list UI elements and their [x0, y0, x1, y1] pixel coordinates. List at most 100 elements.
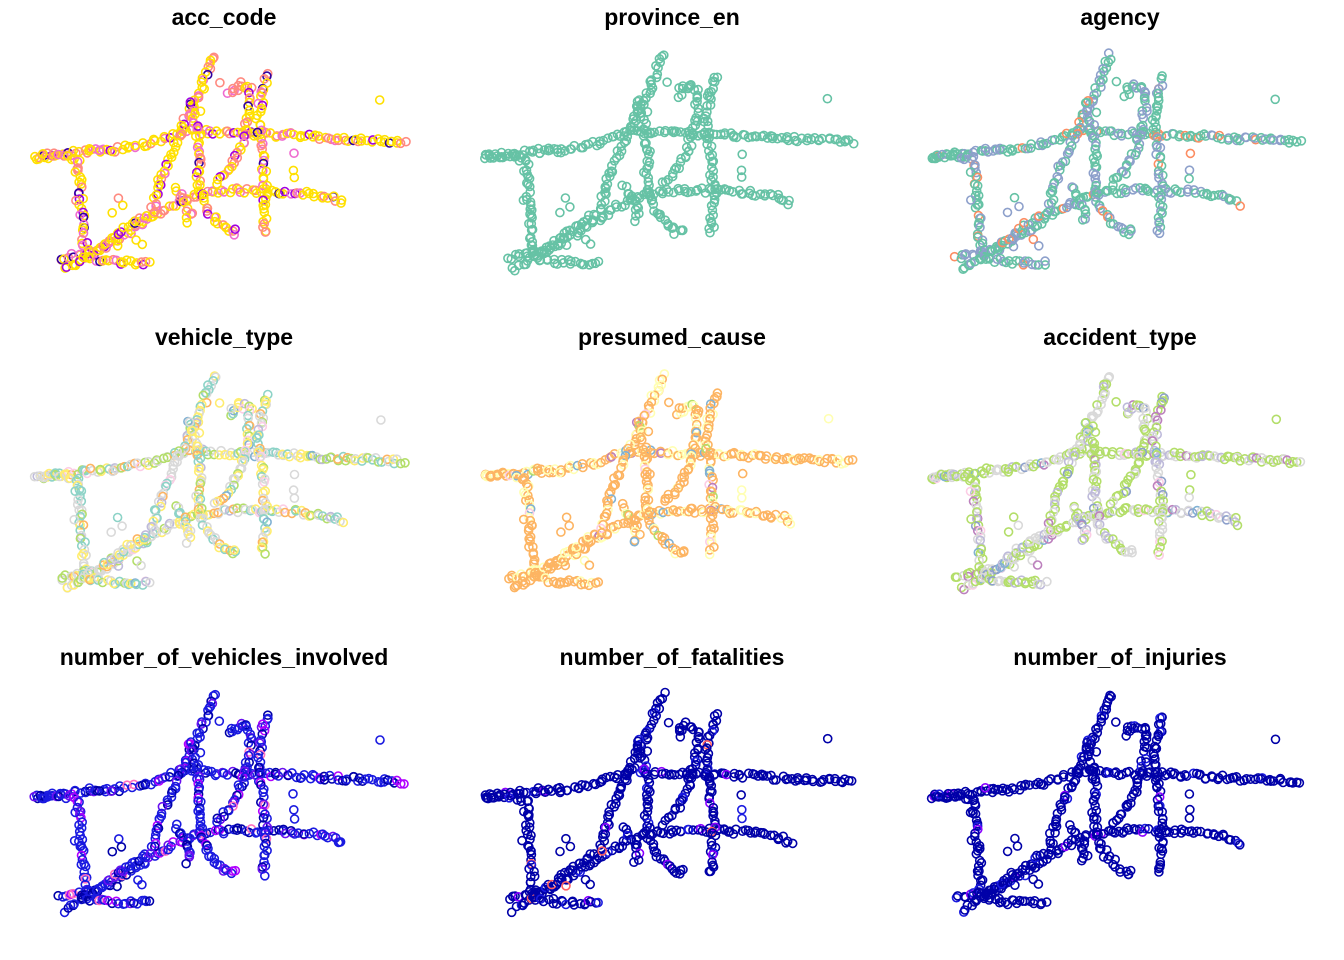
accident-points: [479, 50, 859, 276]
accident-point: [1184, 173, 1194, 184]
accident-point: [489, 792, 500, 803]
accident-point: [584, 560, 595, 570]
accident-point: [1207, 772, 1218, 782]
accident-point: [107, 466, 118, 477]
accident-point: [639, 764, 649, 774]
accident-point: [520, 578, 531, 588]
accident-point: [1121, 801, 1132, 811]
accident-point: [565, 202, 575, 212]
accident-point: [1213, 190, 1224, 200]
accident-point: [973, 861, 984, 871]
accident-point: [772, 133, 783, 144]
accident-point: [149, 207, 160, 217]
accident-point: [1156, 73, 1167, 84]
accident-point: [1064, 199, 1075, 210]
accident-point: [214, 398, 225, 408]
accident-point: [1291, 137, 1302, 147]
panel-title: vehicle_type: [154, 324, 294, 350]
accident-point: [823, 413, 834, 424]
accident-point: [965, 486, 976, 497]
accident-point: [1037, 140, 1048, 151]
accident-point: [150, 841, 160, 852]
accident-point: [526, 200, 536, 210]
accident-point: [1051, 821, 1062, 832]
accident-point: [229, 230, 239, 240]
accident-point: [1147, 115, 1158, 125]
accident-point: [648, 199, 659, 209]
accident-point: [240, 772, 250, 782]
accident-point: [193, 778, 203, 789]
accident-points: [927, 48, 1307, 275]
accident-point: [684, 82, 694, 92]
accident-point: [74, 177, 84, 187]
accident-point: [706, 486, 717, 497]
accident-point: [1122, 402, 1133, 412]
accident-point: [692, 754, 703, 765]
accident-point: [1096, 838, 1106, 849]
accident-point: [1008, 241, 1019, 252]
accident-point: [1030, 260, 1041, 270]
accident-point: [597, 846, 607, 856]
accident-point: [1042, 576, 1052, 587]
accident-point: [131, 258, 142, 268]
accident-point: [94, 786, 105, 796]
accident-point: [615, 784, 626, 794]
accident-point: [1121, 169, 1131, 179]
accident-point: [232, 825, 242, 835]
accident-point: [1186, 826, 1197, 836]
accident-point: [71, 195, 81, 206]
accident-point: [166, 468, 177, 479]
accident-point: [1155, 142, 1166, 153]
accident-point: [191, 761, 202, 772]
accident-point: [736, 804, 747, 815]
accident-point: [288, 485, 299, 495]
accident-point: [1072, 129, 1083, 139]
accident-point: [1122, 823, 1132, 833]
accident-point: [1270, 94, 1281, 105]
accident-point: [978, 468, 989, 479]
accident-point: [609, 802, 620, 812]
accident-point: [593, 577, 604, 587]
accident-point: [555, 577, 566, 587]
accident-point: [1019, 781, 1030, 791]
accident-point: [783, 199, 793, 210]
accident-point: [679, 546, 689, 556]
accident-point: [1020, 896, 1030, 907]
accident-point: [1108, 818, 1118, 828]
accident-point: [70, 807, 80, 818]
accident-point: [635, 746, 646, 756]
accident-points: [29, 371, 410, 593]
accident-point: [705, 399, 716, 409]
accident-point: [1295, 457, 1306, 467]
accident-point: [525, 846, 536, 856]
accident-point: [1108, 534, 1118, 544]
accident-point: [106, 527, 116, 537]
accident-point: [690, 409, 701, 420]
accident-point: [1180, 130, 1191, 141]
accident-point: [965, 167, 976, 177]
accident-point: [197, 520, 208, 530]
accident-point: [1200, 131, 1211, 141]
accident-point: [199, 193, 209, 203]
accident-point: [546, 558, 556, 568]
accident-point: [1153, 468, 1164, 478]
accident-point: [569, 900, 579, 910]
accident-point: [523, 159, 534, 170]
map-panel-presumed-cause: presumed_cause: [448, 320, 896, 640]
panel-title: agency: [1080, 4, 1160, 30]
accident-point: [1090, 776, 1101, 787]
accident-point: [1003, 467, 1014, 477]
accident-point: [1208, 829, 1219, 839]
accident-point: [350, 134, 361, 145]
accident-point: [1155, 857, 1166, 867]
accident-point: [705, 409, 716, 419]
accident-point: [708, 156, 719, 167]
accident-point: [1216, 134, 1227, 144]
accident-point: [708, 719, 719, 730]
accident-point: [140, 779, 150, 790]
accident-point: [399, 779, 409, 789]
accident-point: [238, 404, 248, 414]
accident-point: [1153, 95, 1164, 106]
accident-point: [1126, 721, 1137, 731]
accident-point: [719, 128, 730, 138]
